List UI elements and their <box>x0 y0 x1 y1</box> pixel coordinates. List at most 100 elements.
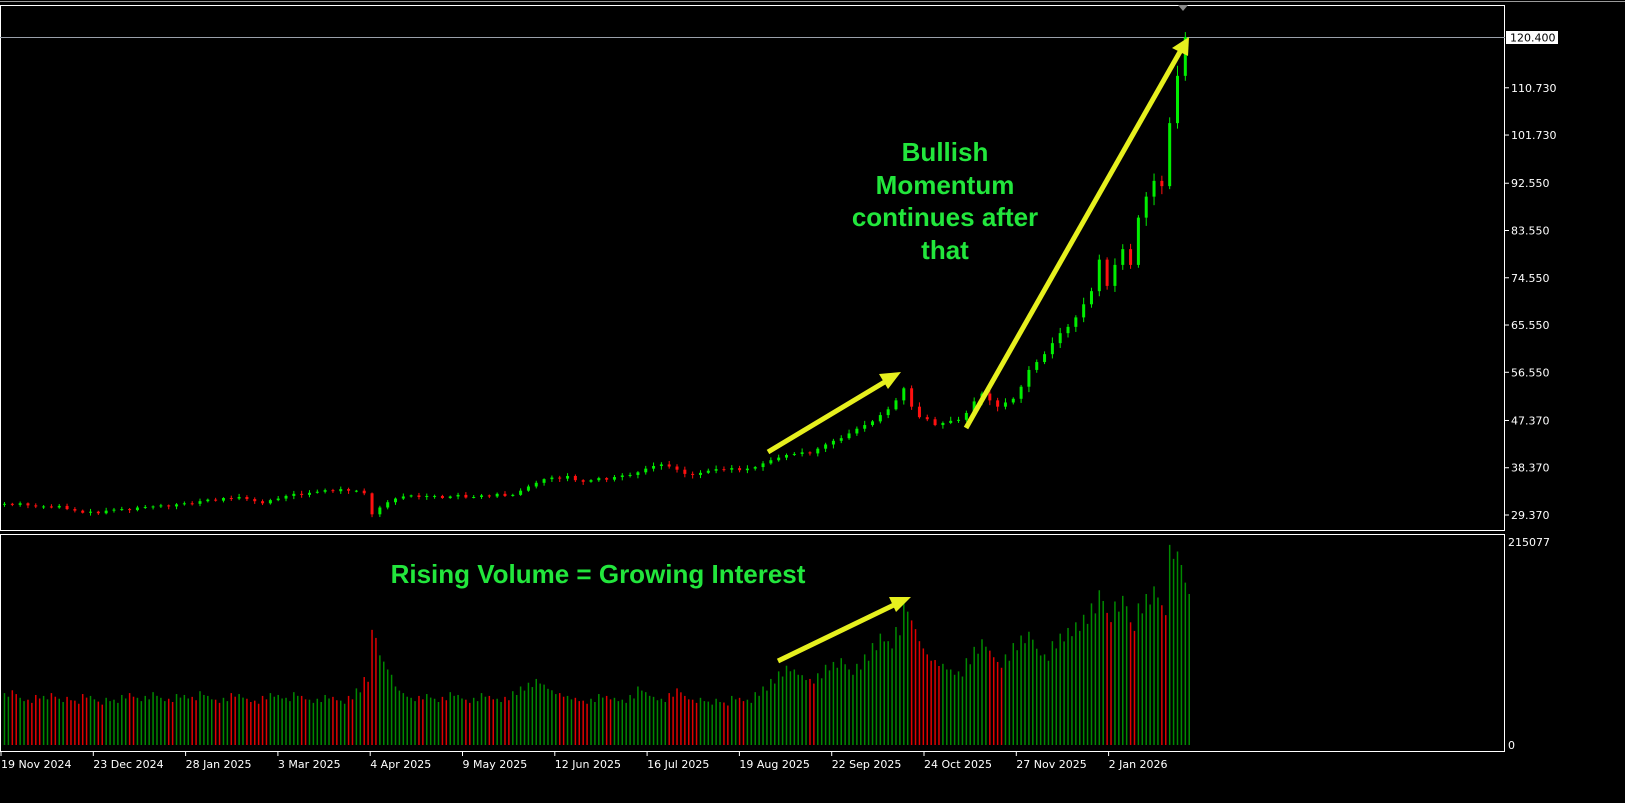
candle-bullish <box>824 444 828 449</box>
candle-bearish <box>128 509 132 511</box>
candle-bullish <box>1176 75 1179 124</box>
candle-bullish <box>433 495 437 497</box>
arrowhead-icon <box>889 597 911 612</box>
candle-bullish <box>542 479 546 483</box>
date-tick-label: 16 Jul 2025 <box>647 758 709 771</box>
candle-bullish <box>1183 37 1187 76</box>
price-tick-label: 83.550 <box>1511 224 1550 237</box>
candle-bearish <box>573 475 577 481</box>
candle-bullish <box>964 412 968 420</box>
candle-bullish <box>1152 180 1156 197</box>
date-tick-label: 2 Jan 2026 <box>1109 758 1168 771</box>
candle-bullish <box>89 511 93 513</box>
date-tick-label: 12 Jun 2025 <box>555 758 621 771</box>
candle-bullish <box>1003 402 1007 407</box>
chart-shift-marker-icon[interactable] <box>1178 5 1188 11</box>
candle-bullish <box>1027 369 1031 387</box>
candle-bearish <box>417 495 421 497</box>
annotation-arrows <box>766 37 1189 664</box>
annotation-line: Bullish <box>902 137 989 167</box>
candle-bullish <box>472 496 476 498</box>
candle-bullish <box>612 477 616 480</box>
annotation-volume: Rising Volume = Growing Interest <box>391 559 806 589</box>
candle-bullish <box>714 469 718 471</box>
candle-bullish <box>1089 291 1093 305</box>
candle-bullish <box>143 506 147 508</box>
candle-bearish <box>722 469 726 471</box>
candle-bullish <box>42 506 46 508</box>
candle-bullish <box>386 502 390 508</box>
candle-bearish <box>370 493 374 515</box>
candle-bullish <box>394 498 397 503</box>
candle-bullish <box>1074 317 1078 327</box>
candle-bearish <box>683 469 687 474</box>
price-tick-label: 101.730 <box>1511 129 1557 142</box>
candle-bullish <box>902 388 906 401</box>
candle-bullish <box>620 475 624 478</box>
candle-bearish <box>988 393 992 401</box>
candle-bullish <box>1043 354 1047 363</box>
price-axis: 110.730 101.730 92.550 83.550 74.550 65.550 56… <box>1505 82 1557 522</box>
date-tick-label: 9 May 2025 <box>463 758 528 771</box>
candle-bullish <box>800 452 804 454</box>
candle-bullish <box>753 467 757 469</box>
candle-bullish <box>1113 264 1117 286</box>
price-tick-label: 65.550 <box>1511 319 1550 332</box>
price-tick-label: 92.550 <box>1511 177 1550 190</box>
date-tick-label: 22 Sep 2025 <box>832 758 902 771</box>
candle-bullish <box>135 507 139 511</box>
candle-bullish <box>863 425 867 429</box>
candle-bullish <box>745 468 749 471</box>
date-tick-label: 24 Oct 2025 <box>924 758 992 771</box>
price-tick-label: 110.730 <box>1511 82 1557 95</box>
candle-bullish <box>448 496 452 499</box>
candle-bullish <box>276 498 280 501</box>
price-tick-label: 47.370 <box>1511 414 1550 427</box>
candle-bullish <box>1144 196 1148 218</box>
candle-bullish <box>652 466 656 469</box>
candle-bullish <box>894 400 898 410</box>
candle-bullish <box>628 474 632 476</box>
candle-bullish <box>104 510 108 514</box>
candle-bullish <box>292 493 296 496</box>
candle-bullish <box>198 501 202 504</box>
candle-bullish <box>949 420 953 423</box>
date-tick-label: 3 Mar 2025 <box>278 758 341 771</box>
candle-bearish <box>1160 180 1164 187</box>
candle-bullish <box>589 480 593 482</box>
candle-bullish <box>1011 398 1015 403</box>
date-tick-label: 19 Aug 2025 <box>739 758 809 771</box>
arrowhead-icon <box>1172 37 1189 56</box>
candle-bearish <box>1129 249 1133 265</box>
current-price-text: 120.400 <box>1510 32 1556 45</box>
candle-bearish <box>65 505 69 510</box>
candle-bullish <box>519 490 523 495</box>
candle-bullish <box>972 401 976 413</box>
candle-bullish <box>495 493 499 497</box>
candle-bullish <box>18 503 22 505</box>
candle-bullish <box>1019 386 1023 399</box>
candle-bullish <box>878 415 882 422</box>
date-tick-label: 23 Dec 2024 <box>93 758 163 771</box>
candle-bullish <box>839 438 843 441</box>
candle-bullish <box>182 503 186 505</box>
candle-bearish <box>96 511 100 514</box>
candle-bearish <box>917 406 921 418</box>
candle-bearish <box>558 477 562 479</box>
candle-bearish <box>190 503 194 505</box>
candle-bullish <box>284 495 288 499</box>
candle-bullish <box>354 490 358 492</box>
candle-bearish <box>925 417 929 420</box>
candle-bullish <box>1082 304 1086 318</box>
candle-bullish <box>831 440 835 445</box>
candle-bearish <box>738 468 742 471</box>
candle-bullish <box>1097 259 1101 292</box>
candle-bearish <box>675 466 679 470</box>
time-axis: 19 Nov 2024 23 Dec 2024 28 Jan 2025 3 Mar 2… <box>0 752 1168 771</box>
date-tick-label: 28 Jan 2025 <box>186 758 252 771</box>
current-price-label: 120.400 <box>1506 31 1558 45</box>
candle-bearish <box>300 493 304 495</box>
candle-bearish <box>440 495 444 499</box>
price-tick-label: 56.550 <box>1511 366 1550 379</box>
